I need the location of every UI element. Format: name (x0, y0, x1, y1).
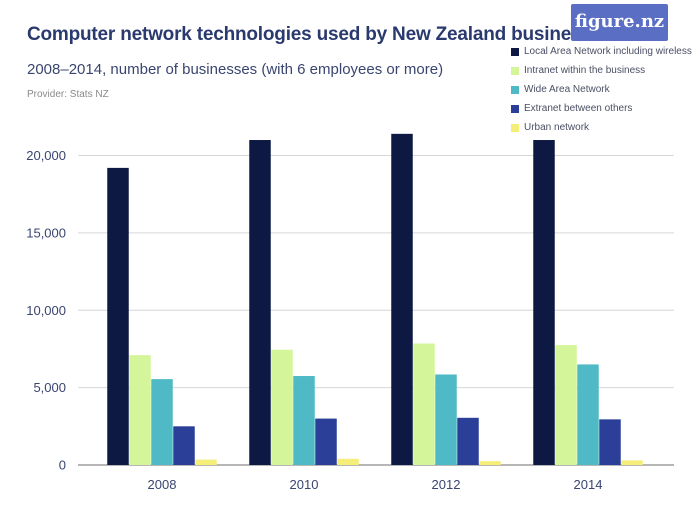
y-tick-label: 5,000 (33, 380, 66, 395)
legend-label: Intranet within the business (524, 65, 646, 76)
legend-item-extranet: Extranet between others (511, 99, 696, 118)
legend-item-intranet: Intranet within the business (511, 61, 696, 80)
bar (195, 459, 217, 465)
chart-legend: Local Area Network including wireless In… (511, 42, 696, 137)
bar (577, 364, 599, 465)
x-tick-label: 2010 (290, 477, 319, 492)
bar (129, 355, 151, 465)
legend-item-lan: Local Area Network including wireless (511, 42, 696, 61)
bar (337, 458, 359, 465)
legend-swatch (511, 104, 519, 113)
bar (457, 417, 479, 465)
legend-label: Wide Area Network (524, 84, 610, 95)
bar (173, 426, 195, 465)
bar (533, 140, 555, 465)
bar (391, 133, 413, 465)
figure-nz-logo[interactable]: figure.nz (571, 4, 668, 41)
legend-swatch (511, 66, 519, 75)
legend-label: Urban network (524, 122, 590, 133)
legend-item-wan: Wide Area Network (511, 80, 696, 99)
y-tick-label: 15,000 (26, 225, 66, 240)
y-tick-label: 20,000 (26, 148, 66, 163)
chart-subtitle: 2008–2014, number of businesses (with 6 … (27, 61, 444, 78)
legend-label: Extranet between others (524, 103, 633, 114)
legend-item-urban: Urban network (511, 118, 696, 137)
bar (435, 374, 457, 465)
bar (413, 343, 435, 465)
bar (555, 345, 577, 465)
bar (249, 140, 271, 465)
bar (107, 167, 129, 465)
bar (315, 418, 337, 465)
bar (271, 349, 293, 465)
bar (293, 376, 315, 465)
legend-label: Local Area Network including wireless (524, 46, 692, 57)
chart-title: Computer network technologies used by Ne… (27, 24, 613, 45)
x-tick-label: 2008 (148, 477, 177, 492)
x-tick-label: 2012 (432, 477, 461, 492)
legend-swatch (511, 123, 519, 132)
bar (599, 419, 621, 465)
bar (621, 460, 643, 465)
y-tick-label: 0 (59, 458, 66, 473)
bar (479, 461, 501, 465)
legend-swatch (511, 47, 519, 56)
provider-label: Provider: Stats NZ (27, 89, 109, 100)
legend-swatch (511, 85, 519, 94)
x-tick-label: 2014 (574, 477, 603, 492)
bar (151, 379, 173, 465)
y-tick-label: 10,000 (26, 303, 66, 318)
